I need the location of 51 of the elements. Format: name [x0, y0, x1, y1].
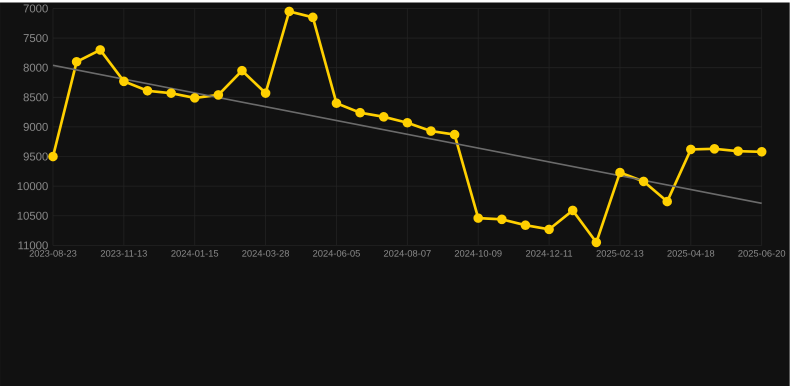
point: [710, 144, 720, 154]
y-tick-label: 9500: [24, 152, 48, 160]
y-tick-label: 7500: [24, 34, 48, 42]
point: [592, 237, 602, 248]
point: [237, 66, 247, 76]
y-tick-label: 9000: [24, 122, 48, 131]
point: [332, 98, 342, 108]
x-tick-label: 2024-06-05: [313, 250, 360, 257]
point: [166, 88, 176, 98]
point: [402, 118, 412, 128]
x-tick-label: 2025-06-20: [738, 250, 786, 257]
point: [95, 44, 106, 55]
y-tick-label: 8000: [24, 64, 48, 72]
point: [686, 144, 696, 154]
point: [190, 92, 200, 103]
point: [378, 112, 389, 122]
point: [756, 146, 766, 156]
x-tick-label: 2024-12-11: [526, 250, 572, 257]
x-tick-label: 2024-01-15: [171, 250, 218, 257]
point: [662, 196, 672, 206]
point: [450, 130, 460, 140]
point: [260, 88, 270, 98]
point: [473, 213, 484, 223]
y-tick-label: 7000: [24, 4, 48, 12]
point: [142, 86, 152, 96]
x-tick-label: 2024-10-09: [454, 250, 502, 257]
point: [284, 6, 294, 16]
point: [72, 56, 82, 66]
point: [426, 126, 436, 136]
x-tick-label: 2023-11-13: [100, 250, 147, 257]
point: [615, 168, 625, 178]
y-tick-label: 10000: [18, 182, 48, 190]
y-tick-label: 8500: [24, 93, 48, 102]
point: [544, 224, 554, 234]
point: [733, 146, 743, 156]
x-tick-label: 2025-04-18: [667, 250, 714, 257]
point: [214, 90, 224, 100]
point: [48, 152, 58, 162]
x-tick-label: 2024-03-28: [242, 250, 290, 257]
point: [119, 76, 129, 86]
x-tick-label: 2023-08-23: [30, 250, 76, 257]
y-tick-label: 10500: [18, 212, 48, 220]
point: [355, 108, 365, 118]
point: [497, 214, 507, 224]
point: [308, 12, 318, 22]
x-tick-label: 2024-08-07: [384, 250, 431, 257]
point: [638, 176, 648, 186]
point: [520, 220, 530, 230]
x-tick-label: 2025-02-13: [596, 250, 644, 257]
y-tick-label: 11000: [18, 241, 48, 250]
point: [568, 205, 578, 216]
